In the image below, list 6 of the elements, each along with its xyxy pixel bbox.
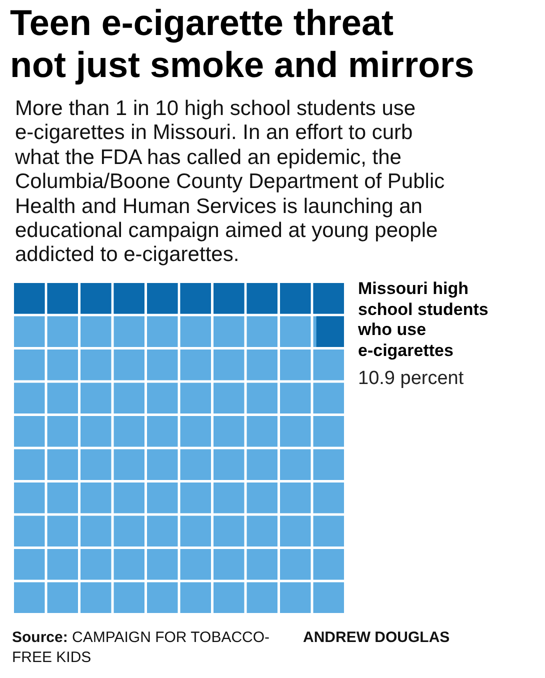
- category-label: Missouri high school students who use e-cigarettes: [358, 279, 488, 360]
- text: More than 1 in 10 high school students use e-cigarettes in Missouri. In an effort to curb what the FDA has called an epidemic, the Columbia/Boone County Department of Public Health and Human Services is launching an educational campaign aimed at young people addicted to e-cigarettes.: [15, 97, 445, 266]
- data-label: 10.9 percent: [358, 368, 464, 390]
- source-note: Source: CAMPAIGN FOR TOBACCO-FREE KIDS: [12, 628, 271, 668]
- text: ANDREW DOUGLAS: [303, 629, 450, 646]
- text: Teen e-cigarette threat not just smoke and mirrors: [10, 2, 474, 86]
